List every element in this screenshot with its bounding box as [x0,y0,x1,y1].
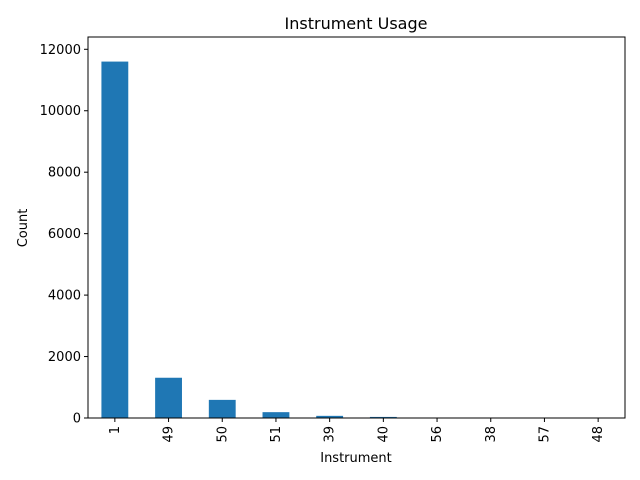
bar-40 [369,416,397,418]
plot-frame [87,36,626,419]
bar-1 [101,61,129,418]
x-tick-label: 49 [162,426,177,443]
x-tick-label: 1 [108,426,123,434]
x-tick-label: 56 [430,426,445,443]
y-axis-title: Count [16,209,31,248]
chart-title: Instrument Usage [285,14,428,33]
bar-group [101,61,612,418]
y-tick-label: 12000 [40,43,81,58]
x-axis-title: Instrument [320,451,392,466]
x-tick-label: 40 [376,426,391,443]
y-tick-label: 4000 [48,289,81,304]
y-tick-label: 2000 [48,350,81,365]
bar-49 [155,377,182,418]
x-tick-label: 50 [215,426,230,443]
bar-51 [262,412,290,418]
x-tick-label: 38 [484,426,499,443]
y-tick-label: 8000 [48,166,81,181]
x-tick-label: 51 [269,426,284,443]
x-tick-label: 48 [591,426,606,443]
bar-50 [208,399,236,418]
x-axis: 1 49 50 51 39 40 56 38 57 48 [108,418,606,443]
y-tick-label: 6000 [48,227,81,242]
bar-39 [316,415,344,418]
y-tick-label: 0 [73,412,81,427]
y-axis: 0 2000 4000 6000 8000 10000 12000 [40,43,88,427]
x-tick-label: 57 [537,426,552,443]
y-tick-label: 10000 [40,104,81,119]
x-tick-label: 39 [323,426,338,443]
